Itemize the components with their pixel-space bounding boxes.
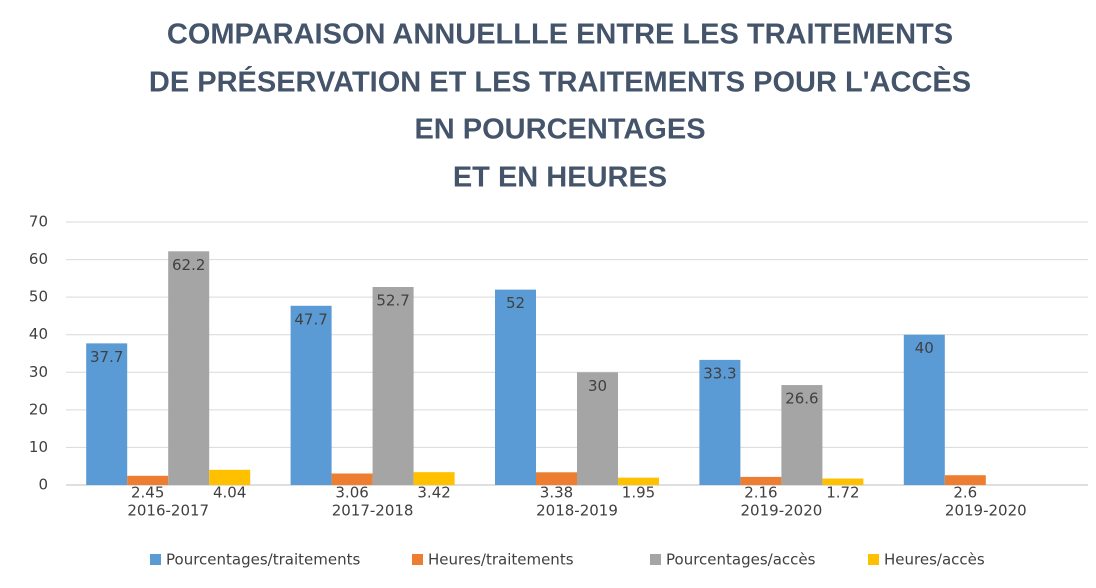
- y-tick-label: 10: [29, 438, 48, 456]
- bar: [618, 477, 659, 485]
- chart-title: COMPARAISON ANNUELLLE ENTRE LES TRAITEME…: [167, 19, 953, 51]
- data-label: 4.04: [213, 484, 246, 502]
- x-tick-label: 2018-2019: [536, 502, 618, 520]
- chart-title: DE PRÉSERVATION ET LES TRAITEMENTS POUR …: [149, 65, 971, 99]
- y-tick-label: 50: [29, 288, 48, 306]
- x-tick-label: 2019-2020: [741, 502, 823, 520]
- x-tick-label: 2019-2020: [945, 502, 1027, 520]
- data-label: 40: [915, 339, 934, 357]
- data-label: 33.3: [703, 364, 736, 382]
- data-label: 52: [506, 294, 525, 312]
- legend-label: Pourcentages/accès: [666, 551, 816, 569]
- legend-swatch: [412, 554, 423, 565]
- bar: [413, 472, 455, 485]
- data-label: 3.42: [417, 484, 450, 502]
- y-tick-label: 40: [29, 325, 48, 343]
- bar: [577, 372, 618, 485]
- bar: [903, 334, 945, 485]
- x-tick-label: 2017-2018: [332, 502, 414, 520]
- bar: [127, 475, 169, 485]
- bar: [495, 289, 536, 485]
- bar: [290, 305, 332, 485]
- bar: [699, 359, 741, 485]
- bar: [944, 475, 986, 485]
- bar: [209, 469, 251, 485]
- data-label: 30: [588, 377, 607, 395]
- legend-swatch: [150, 554, 161, 565]
- chart-title: EN POURCENTAGES: [414, 114, 705, 146]
- legend-label: Heures/traitements: [428, 551, 574, 569]
- bar: [331, 473, 373, 485]
- x-tick-label: 2016-2017: [127, 502, 209, 520]
- data-label: 3.06: [335, 484, 368, 502]
- bar: [740, 476, 782, 485]
- y-tick-label: 70: [29, 213, 48, 231]
- data-label: 62.2: [172, 256, 205, 274]
- chart-title: ET EN HEURES: [453, 162, 667, 194]
- data-label: 2.16: [744, 484, 777, 502]
- legend-label: Heures/accès: [884, 551, 985, 569]
- bar: [86, 343, 128, 485]
- data-label: 52.7: [376, 291, 409, 309]
- data-label: 1.72: [826, 484, 859, 502]
- legend-label: Pourcentages/traitements: [166, 551, 360, 569]
- data-label: 2.6: [953, 484, 977, 502]
- y-tick-label: 30: [29, 363, 48, 381]
- data-label: 47.7: [294, 310, 327, 328]
- data-label: 1.95: [622, 484, 655, 502]
- data-label: 37.7: [90, 348, 123, 366]
- bar: [781, 385, 823, 485]
- legend-swatch: [650, 554, 661, 565]
- y-tick-label: 60: [29, 250, 48, 268]
- data-label: 2.45: [131, 484, 164, 502]
- data-label: 3.38: [540, 484, 573, 502]
- bar: [168, 251, 210, 485]
- data-label: 26.6: [785, 390, 818, 408]
- y-tick-label: 0: [38, 476, 48, 494]
- y-tick-label: 20: [29, 400, 48, 418]
- bar: [372, 286, 414, 485]
- legend-swatch: [868, 554, 879, 565]
- bar: [536, 472, 577, 485]
- bar: [822, 478, 864, 485]
